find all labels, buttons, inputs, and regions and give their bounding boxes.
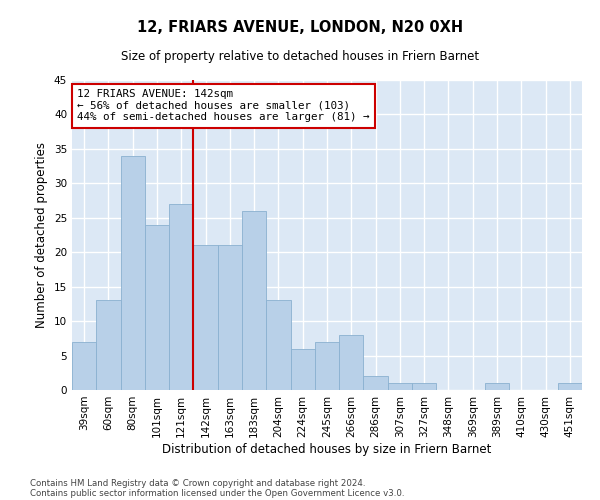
Bar: [169, 204, 193, 390]
Text: Contains HM Land Registry data © Crown copyright and database right 2024.: Contains HM Land Registry data © Crown c…: [30, 478, 365, 488]
Bar: [485, 383, 509, 390]
Bar: [72, 342, 96, 390]
Bar: [266, 300, 290, 390]
Bar: [145, 224, 169, 390]
Bar: [339, 335, 364, 390]
X-axis label: Distribution of detached houses by size in Friern Barnet: Distribution of detached houses by size …: [163, 442, 491, 456]
Text: Size of property relative to detached houses in Friern Barnet: Size of property relative to detached ho…: [121, 50, 479, 63]
Text: 12, FRIARS AVENUE, LONDON, N20 0XH: 12, FRIARS AVENUE, LONDON, N20 0XH: [137, 20, 463, 35]
Bar: [193, 246, 218, 390]
Bar: [315, 342, 339, 390]
Text: 12 FRIARS AVENUE: 142sqm
← 56% of detached houses are smaller (103)
44% of semi-: 12 FRIARS AVENUE: 142sqm ← 56% of detach…: [77, 90, 370, 122]
Bar: [218, 246, 242, 390]
Bar: [412, 383, 436, 390]
Bar: [558, 383, 582, 390]
Bar: [96, 300, 121, 390]
Bar: [242, 211, 266, 390]
Bar: [364, 376, 388, 390]
Bar: [388, 383, 412, 390]
Bar: [121, 156, 145, 390]
Text: Contains public sector information licensed under the Open Government Licence v3: Contains public sector information licen…: [30, 488, 404, 498]
Bar: [290, 348, 315, 390]
Y-axis label: Number of detached properties: Number of detached properties: [35, 142, 49, 328]
